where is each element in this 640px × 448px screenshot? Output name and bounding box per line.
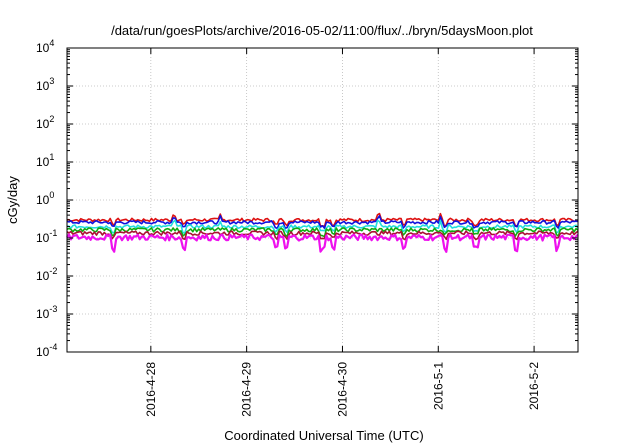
y-tick-label: 10-2 [36,266,57,283]
y-tick-label: 10-3 [36,304,57,321]
x-axis: 2016-4-28 2016-4-29 2016-4-30 2016-5-1 2016-… [144,48,541,417]
y-tick-label: 104 [36,38,54,55]
series-line [66,233,579,253]
grid [67,48,578,352]
y-axis: 104 103 102 101 100 10-1 10-2 10-3 10-4 [36,38,578,359]
series-line [66,227,579,238]
series-line [66,214,579,230]
y-tick-label: 102 [36,114,54,131]
x-tick-label: 2016-5-2 [527,362,541,410]
y-tick-label: 101 [36,152,54,169]
series-line [66,230,579,241]
x-tick-label: 2016-5-1 [431,362,445,410]
series-group [66,212,579,253]
x-tick-label: 2016-4-28 [144,362,158,417]
y-tick-label: 100 [36,190,54,207]
series-line [66,212,579,228]
y-tick-label: 10-1 [36,228,57,245]
x-axis-title: Coordinated Universal Time (UTC) [224,428,423,443]
x-tick-label: 2016-4-29 [240,362,254,417]
x-tick-label: 2016-4-30 [335,362,349,417]
y-tick-label: 10-4 [36,342,57,359]
y-axis-title: cGy/day [5,176,20,224]
chart-title: /data/run/goesPlots/archive/2016-05-02/1… [111,23,533,38]
y-tick-label: 103 [36,76,54,93]
